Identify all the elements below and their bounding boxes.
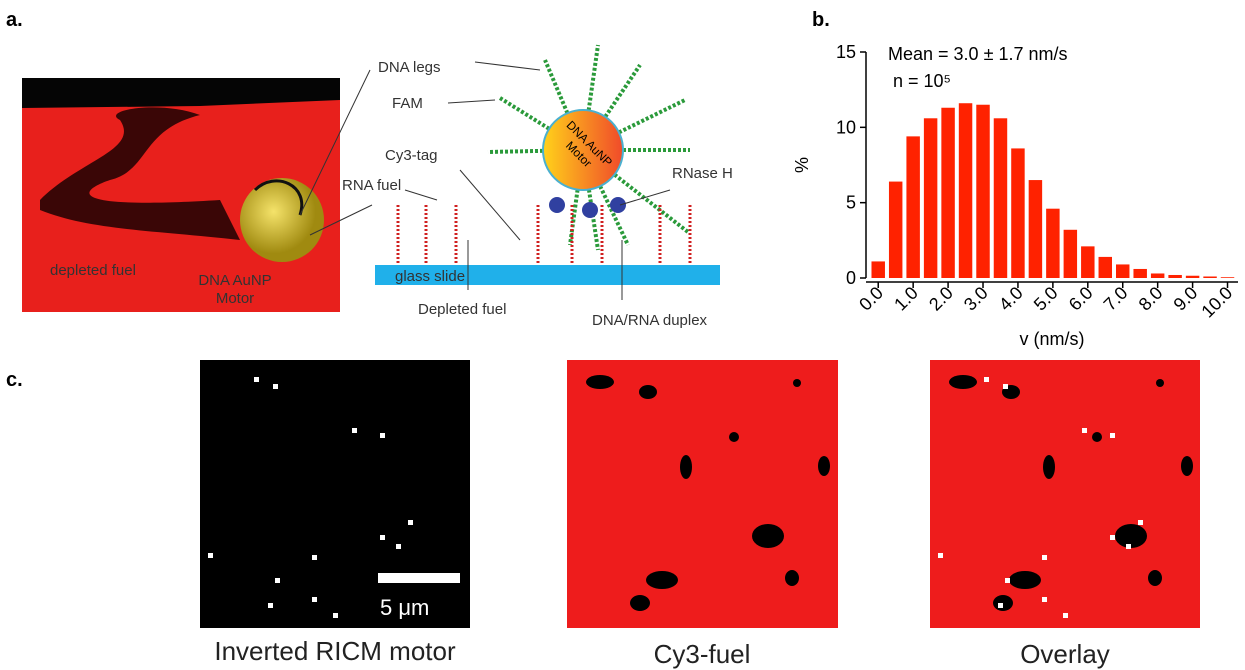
caption: Cy3-fuel (654, 639, 751, 669)
label: depleted fuel (50, 262, 136, 279)
bar (1099, 257, 1112, 278)
schematic (300, 45, 720, 300)
label: RNA fuel (342, 177, 401, 194)
bar (1081, 246, 1094, 278)
bar (889, 182, 902, 278)
bar (1046, 209, 1059, 278)
x-tick-label: 6.0 (1065, 283, 1097, 315)
x-tick-label: 0.0 (855, 283, 887, 315)
annotation: n = 10⁵ (893, 71, 951, 91)
bar (1029, 180, 1042, 278)
bar (1011, 148, 1024, 278)
bar (1168, 275, 1181, 278)
bar (1221, 277, 1234, 278)
bar (976, 105, 989, 278)
label: FAM (392, 95, 423, 112)
bar (1151, 273, 1164, 278)
bar (994, 118, 1007, 278)
label: RNase H (672, 165, 733, 182)
caption: Inverted RICM motor (214, 636, 456, 666)
label: DNA legs (378, 59, 441, 76)
x-tick-label: 3.0 (960, 283, 992, 315)
panel-label: b. (812, 9, 830, 31)
label: Depleted fuel (418, 301, 506, 318)
bar (871, 261, 884, 278)
x-tick-label: 1.0 (890, 283, 922, 315)
x-tick-label: 5.0 (1030, 283, 1062, 315)
x-tick-label: 7.0 (1100, 283, 1132, 315)
y-tick-label: 5 (846, 193, 856, 213)
bar (924, 118, 937, 278)
panel-label: c. (6, 369, 23, 391)
x-tick-label: 2.0 (925, 283, 957, 315)
render-3d: depleted fuel DNA AuNP Motor (22, 78, 340, 312)
scale-bar-label: 5 μm (380, 595, 429, 620)
y-tick-label: 0 (846, 268, 856, 288)
x-tick-label: 9.0 (1170, 283, 1202, 315)
label: DNA/RNA duplex (592, 312, 708, 329)
bar (1186, 276, 1199, 278)
caption: Overlay (1020, 639, 1110, 669)
x-axis-label: v (nm/s) (1020, 329, 1085, 349)
bar (959, 103, 972, 278)
label: Motor (216, 290, 254, 307)
x-tick-label: 8.0 (1135, 283, 1167, 315)
bar (1064, 230, 1077, 278)
bar (941, 108, 954, 278)
panel-label: a. (6, 9, 23, 31)
bar (1116, 264, 1129, 278)
label: DNA AuNP (198, 272, 271, 289)
label: Cy3-tag (385, 147, 438, 164)
annotation: Mean = 3.0 ± 1.7 nm/s (888, 44, 1067, 64)
x-tick-label: 10.0 (1197, 283, 1236, 322)
bar (1203, 276, 1216, 278)
y-axis-label: % (792, 157, 812, 173)
micrographs (200, 360, 1200, 628)
bar (906, 136, 919, 278)
figure: a. b. c. depleted fuel DNA AuNP Motor (0, 0, 1245, 670)
bar (1133, 269, 1146, 278)
page: {"panel_labels": ["a.", "b.", "c."], "pa… (0, 0, 1245, 670)
y-tick-label: 15 (836, 42, 856, 62)
x-tick-label: 4.0 (995, 283, 1027, 315)
label: glass slide (395, 268, 465, 285)
y-tick-label: 10 (836, 117, 856, 137)
